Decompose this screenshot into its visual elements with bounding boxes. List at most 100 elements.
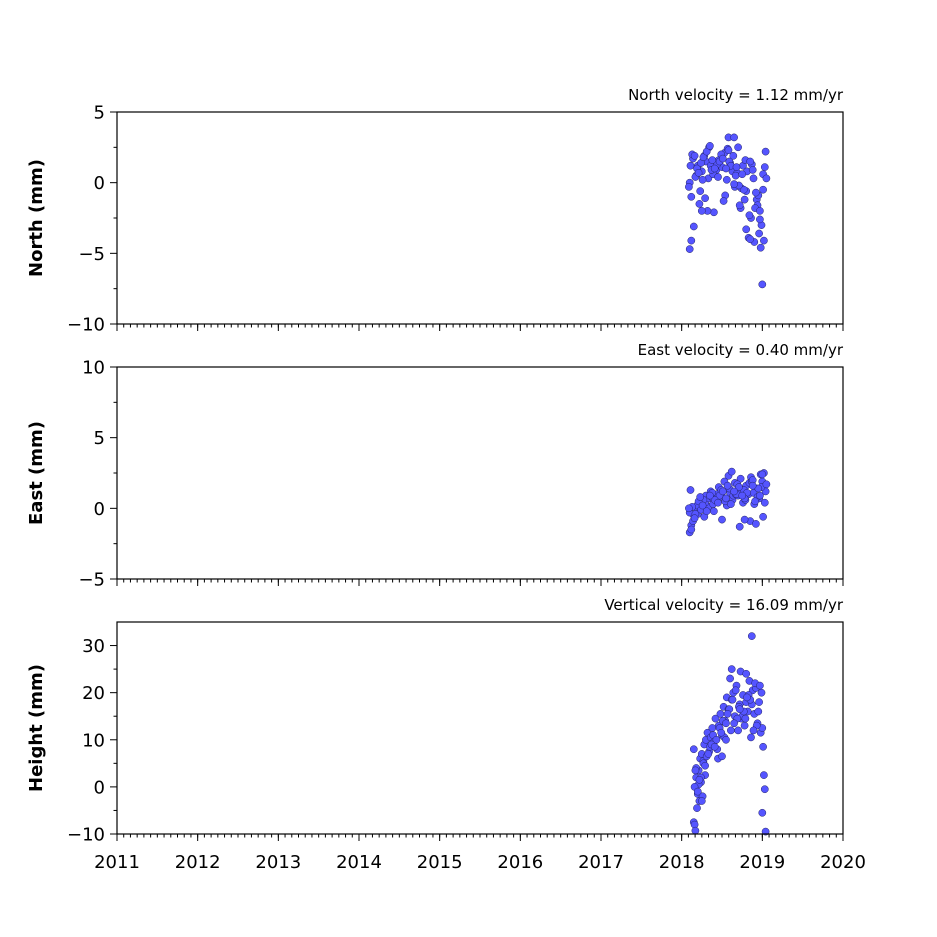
plot-frame xyxy=(116,111,844,325)
data-point xyxy=(714,498,722,507)
data-point xyxy=(760,163,769,171)
y-axis-label: East (mm) xyxy=(26,421,47,525)
data-point xyxy=(730,180,738,188)
x-tick-label: 2015 xyxy=(417,852,463,873)
data-point xyxy=(686,486,695,494)
data-point xyxy=(742,669,751,678)
plot-frame xyxy=(116,621,844,835)
data-point xyxy=(741,714,750,723)
data-point xyxy=(722,164,730,173)
x-tick-label: 2013 xyxy=(255,852,301,873)
data-point xyxy=(730,133,738,142)
data-point xyxy=(758,808,767,817)
y-tick-label: 0 xyxy=(94,777,105,798)
data-point xyxy=(734,143,742,152)
data-point xyxy=(693,787,702,796)
series-height xyxy=(689,632,770,836)
data-point xyxy=(719,197,728,205)
data-point xyxy=(710,742,719,751)
data-point xyxy=(759,742,767,751)
data-point xyxy=(708,724,717,732)
data-point xyxy=(726,674,734,683)
panel-north: −10 −5 0 5 North velocity = 1.12 mm/yr North … xyxy=(26,86,844,336)
data-point xyxy=(710,507,718,516)
x-tick-label: 2020 xyxy=(820,852,866,873)
data-point xyxy=(752,188,760,197)
data-point xyxy=(755,229,763,238)
data-point xyxy=(727,467,736,476)
data-point xyxy=(718,487,727,496)
data-point xyxy=(743,693,751,702)
data-point xyxy=(751,497,759,506)
data-point xyxy=(762,480,771,489)
y-tick-label: 5 xyxy=(94,103,105,124)
data-point xyxy=(752,520,760,528)
data-point xyxy=(732,163,741,171)
x-tick-label: 2017 xyxy=(578,852,624,873)
panel-height: −10 0 10 20 30 Vertical velocity = 16.09 mm/y… xyxy=(26,596,866,873)
data-point xyxy=(728,695,737,704)
data-point xyxy=(698,175,707,184)
panel-title: East velocity = 0.40 mm/yr xyxy=(638,341,844,359)
data-point xyxy=(714,173,722,181)
data-point xyxy=(735,522,744,531)
data-point xyxy=(696,187,705,195)
data-point xyxy=(708,156,717,164)
data-point xyxy=(711,714,720,723)
data-point xyxy=(699,153,708,162)
y-tick-label: 0 xyxy=(94,499,105,520)
data-point xyxy=(695,775,704,784)
data-point xyxy=(695,200,704,208)
data-point xyxy=(738,170,747,179)
data-point xyxy=(760,236,768,245)
data-point xyxy=(756,681,764,690)
data-point xyxy=(730,719,738,728)
data-point xyxy=(698,501,707,510)
panel-title: Vertical velocity = 16.09 mm/yr xyxy=(604,596,844,614)
data-point xyxy=(716,710,725,718)
data-point xyxy=(729,151,738,160)
data-point xyxy=(717,728,726,737)
series-east xyxy=(685,467,771,537)
data-point xyxy=(757,688,766,697)
data-point xyxy=(691,826,700,835)
data-point xyxy=(704,750,713,758)
data-point xyxy=(722,719,730,728)
y-tick-label: −10 xyxy=(67,315,105,336)
y-tick-label: −5 xyxy=(78,244,105,265)
data-point xyxy=(735,201,744,210)
series-north xyxy=(685,133,771,289)
data-point xyxy=(696,493,705,501)
data-point xyxy=(742,225,751,234)
data-point xyxy=(718,154,727,163)
data-point xyxy=(747,733,755,742)
data-point xyxy=(693,804,701,812)
y-tick-label: 30 xyxy=(82,636,105,657)
data-point xyxy=(718,515,726,524)
y-tick-label: 0 xyxy=(94,173,105,194)
data-point xyxy=(722,494,730,503)
data-point xyxy=(689,745,698,754)
data-point xyxy=(756,215,764,224)
data-point xyxy=(754,707,763,716)
data-point xyxy=(759,185,767,194)
data-point xyxy=(694,168,703,177)
data-point xyxy=(727,665,736,673)
data-point xyxy=(736,474,745,483)
data-point xyxy=(740,721,749,730)
data-point xyxy=(735,483,743,491)
y-axis-label: Height (mm) xyxy=(26,664,47,792)
data-point xyxy=(687,192,696,201)
data-point xyxy=(756,207,764,215)
data-point xyxy=(759,512,767,521)
data-point xyxy=(691,766,700,775)
y-tick-label: 10 xyxy=(82,730,105,751)
data-point xyxy=(706,142,714,150)
data-point xyxy=(746,235,755,244)
x-tick-label: 2014 xyxy=(336,852,382,873)
data-point xyxy=(747,632,756,640)
data-point xyxy=(727,726,735,735)
data-point xyxy=(758,470,767,479)
data-point xyxy=(687,236,696,245)
